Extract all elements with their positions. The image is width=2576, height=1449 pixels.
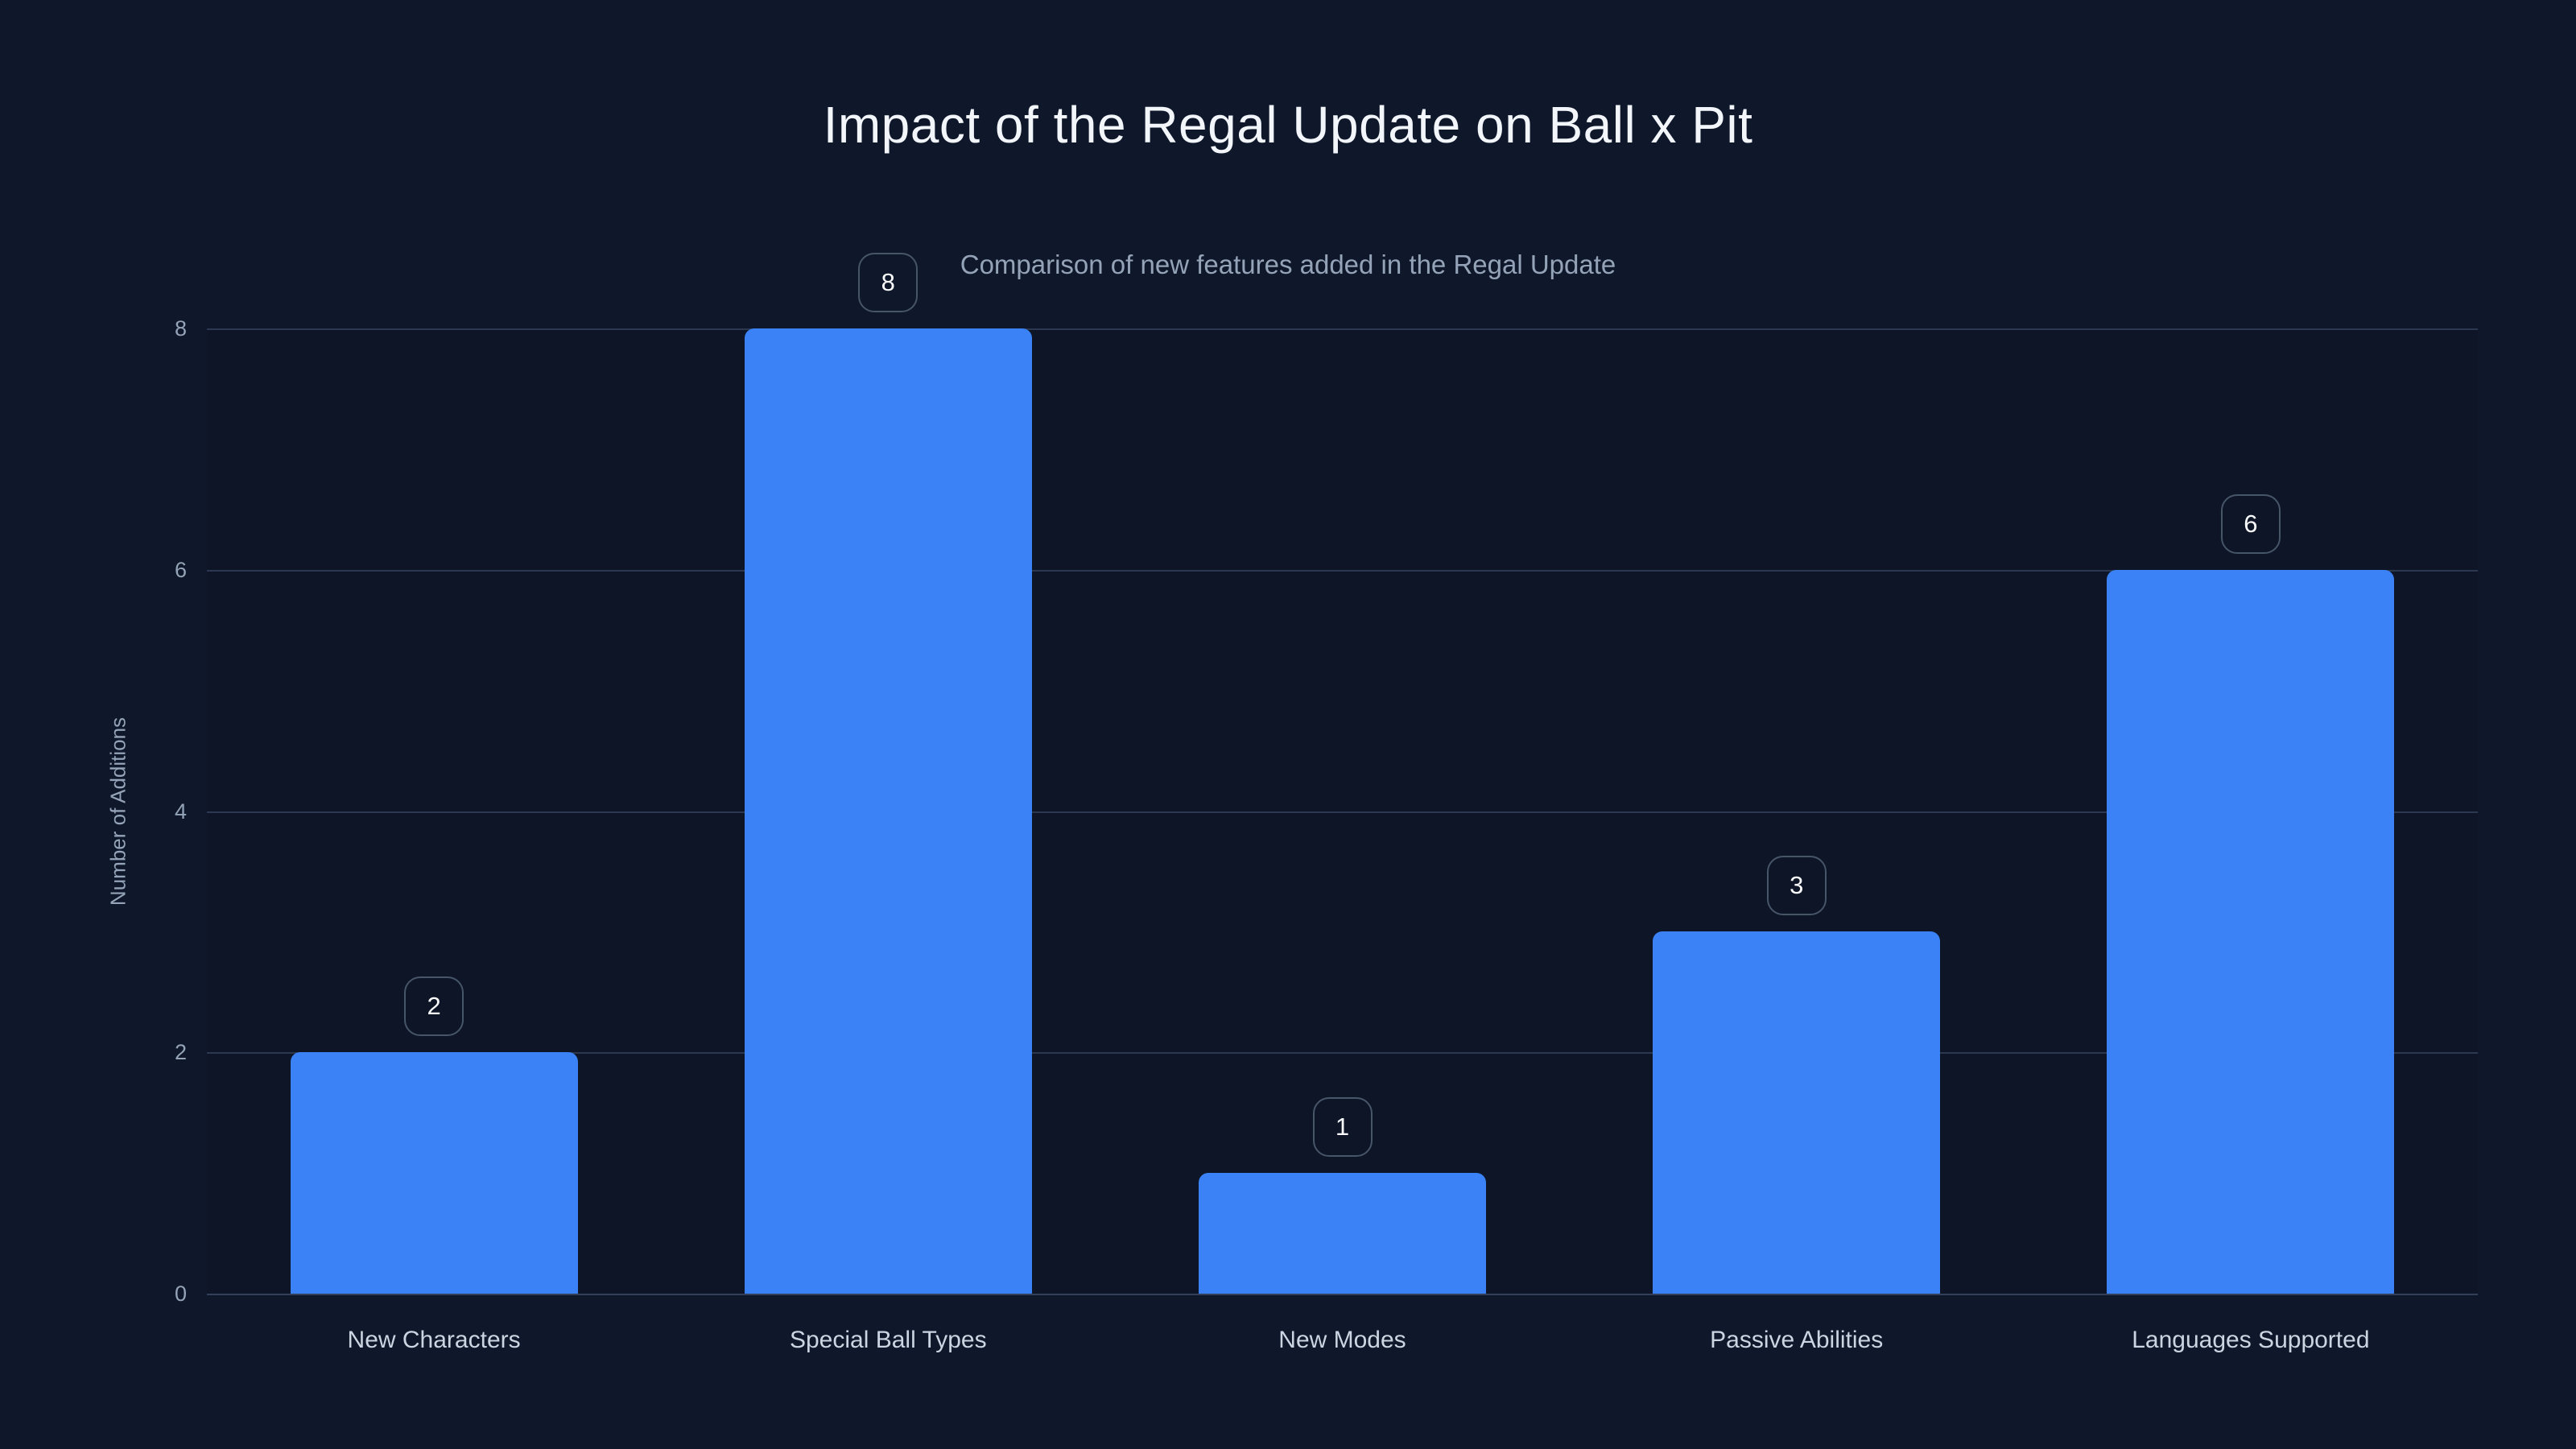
- bar-new-modes: [1199, 1173, 1486, 1294]
- bar-passive-abilities: [1653, 931, 1941, 1294]
- y-tick-label: 0: [174, 1282, 187, 1306]
- gridline: [207, 569, 2478, 572]
- bar-value-badge: 8: [858, 253, 919, 312]
- y-tick-label: 4: [174, 799, 187, 824]
- x-category-label: New Characters: [347, 1327, 521, 1353]
- bar-special-ball-types: [744, 328, 1032, 1294]
- y-tick-label: 8: [174, 316, 187, 341]
- bar-value-badge: 2: [404, 976, 464, 1037]
- plot-area: [207, 328, 2478, 1295]
- chart-subtitle: Comparison of new features added in the …: [960, 250, 1616, 279]
- y-tick-label: 2: [174, 1040, 187, 1065]
- x-category-label: New Modes: [1278, 1327, 1406, 1353]
- x-category-label: Passive Abilities: [1710, 1327, 1884, 1353]
- bar-value-badge: 6: [2220, 493, 2281, 554]
- gridline: [207, 811, 2478, 813]
- bar-value-badge: 1: [1312, 1097, 1373, 1158]
- bar-languages-supported: [2107, 569, 2395, 1294]
- y-tick-label: 6: [174, 557, 187, 582]
- chart-title: Impact of the Regal Update on Ball x Pit: [823, 96, 1753, 154]
- bar-value-badge: 3: [1766, 856, 1827, 916]
- x-category-label: Special Ball Types: [789, 1327, 987, 1353]
- x-category-label: Languages Supported: [2132, 1327, 2370, 1353]
- x-axis-line: [207, 1294, 2478, 1295]
- bar-new-characters: [290, 1052, 578, 1294]
- gridline: [207, 1052, 2478, 1055]
- gridline: [207, 328, 2478, 330]
